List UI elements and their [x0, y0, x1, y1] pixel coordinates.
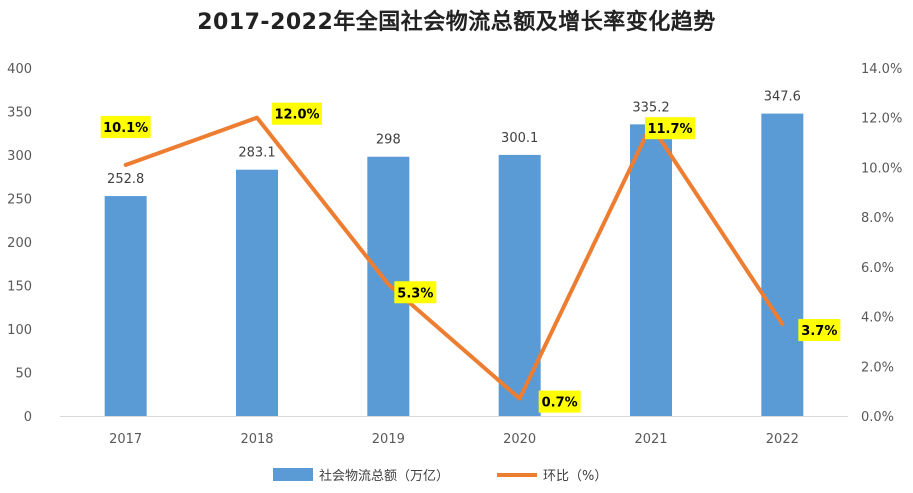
chart-title: 2017-2022年全国社会物流总额及增长率变化趋势 — [197, 10, 716, 35]
growth-rate-line — [123, 115, 785, 401]
line-label-bg — [100, 115, 151, 138]
y-left-tick-label: 150 — [7, 280, 32, 295]
y-right-tick-label: 2.0% — [861, 360, 894, 375]
y-right-tick-label: 0.0% — [861, 410, 894, 425]
bar-2018 — [236, 169, 278, 416]
y-left-tick-label: 50 — [15, 367, 32, 382]
x-tick-label: 2019 — [372, 432, 405, 447]
y-left-tick-label: 350 — [7, 106, 32, 121]
bar-value-label: 283.1 — [238, 146, 275, 161]
line-value-label: 3.7% — [801, 324, 837, 339]
y-right-tick-label: 10.0% — [861, 161, 902, 176]
line-label-bg — [538, 390, 581, 413]
y-right-tick-label: 8.0% — [861, 211, 894, 226]
line-value-label: 5.3% — [397, 286, 433, 301]
line-value-label: 12.0% — [274, 108, 319, 123]
line-label-bg — [798, 319, 841, 342]
y-right-tick-label: 14.0% — [861, 62, 902, 77]
legend-bar-swatch — [273, 468, 313, 481]
line-value-label: 10.1% — [103, 121, 148, 136]
bar-2020 — [498, 154, 541, 416]
line-label-bg — [272, 102, 322, 125]
y-left-tick-label: 200 — [7, 236, 32, 251]
y-right-tick-label: 4.0% — [861, 311, 894, 326]
legend-bar-label: 社会物流总额（万亿） — [319, 468, 449, 484]
y-left-tick-label: 400 — [7, 62, 32, 77]
x-tick-label: 2018 — [240, 432, 273, 447]
y-left-tick-label: 0 — [24, 410, 32, 425]
bar-value-label: 252.8 — [107, 172, 144, 187]
y-right-tick-label: 12.0% — [861, 112, 902, 127]
y-left-tick-label: 100 — [7, 323, 32, 338]
line-label-bg — [645, 117, 695, 140]
y-left-tick-label: 250 — [7, 193, 32, 208]
y-right-tick-label: 6.0% — [861, 261, 894, 276]
bar-2021 — [630, 124, 672, 416]
x-tick-label: 2020 — [503, 432, 536, 447]
line-label-bg — [394, 281, 437, 304]
line-value-label: 11.7% — [647, 122, 692, 137]
bar-2022 — [761, 113, 804, 416]
legend-line-label: 环比（%） — [543, 469, 607, 484]
x-tick-label: 2021 — [634, 432, 667, 447]
y-left-tick-label: 300 — [7, 149, 32, 164]
bar-value-label: 300.1 — [501, 131, 538, 146]
x-tick-label: 2017 — [109, 432, 142, 447]
bar-value-label: 347.6 — [764, 90, 801, 105]
line-value-label: 0.7% — [542, 396, 578, 411]
bar-value-label: 298 — [376, 133, 401, 148]
bar-value-label: 335.2 — [632, 100, 669, 115]
bar-2017 — [104, 196, 147, 416]
x-tick-label: 2022 — [766, 432, 799, 447]
